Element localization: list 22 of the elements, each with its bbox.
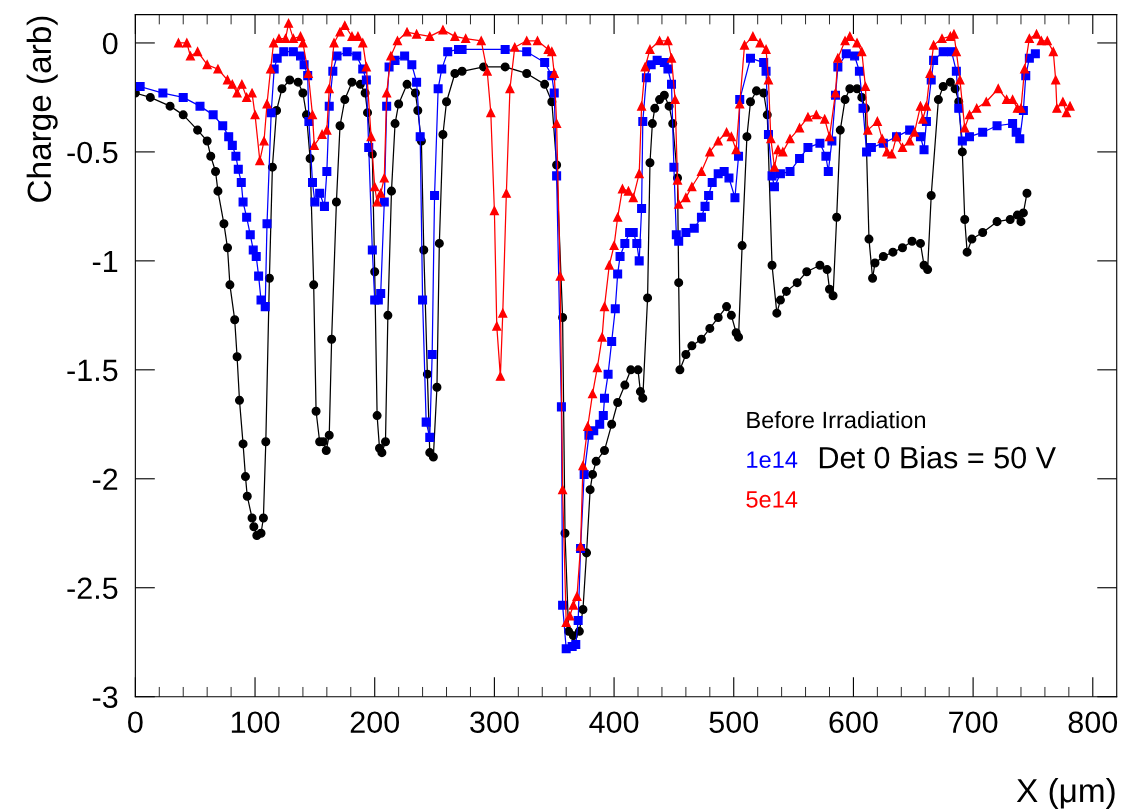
text: 1e14 — [747, 451, 798, 469]
x-tick-label: 500 — [709, 711, 759, 734]
x-tick-label: 300 — [470, 711, 519, 734]
y-tick-label: -2 — [92, 468, 118, 490]
y-tick-label: -3 — [92, 686, 118, 709]
x-axis-title: X (μm) — [1016, 777, 1115, 810]
x-tick-label: 400 — [589, 711, 639, 734]
y-tick-label: -0.5 — [67, 141, 118, 164]
text: 5e14 — [746, 491, 798, 508]
y-tick-label: -2.5 — [67, 577, 118, 600]
x-tick-label: 0 — [128, 711, 143, 734]
y-tick-label: -1 — [92, 250, 118, 272]
x-tick-label: 600 — [829, 711, 878, 734]
annotation: Det 0 Bias = 50 V — [819, 446, 1056, 469]
text: Before Irradiation — [747, 411, 926, 429]
y-tick-label: 0 — [102, 32, 118, 55]
x-tick-label: 800 — [1068, 711, 1118, 734]
x-tick-label: 700 — [949, 711, 998, 734]
y-axis-title: Charge (arb) — [26, 16, 58, 202]
x-tick-label: 200 — [350, 711, 400, 734]
y-tick-label: -1.5 — [67, 359, 118, 382]
x-tick-label: 100 — [231, 711, 280, 734]
